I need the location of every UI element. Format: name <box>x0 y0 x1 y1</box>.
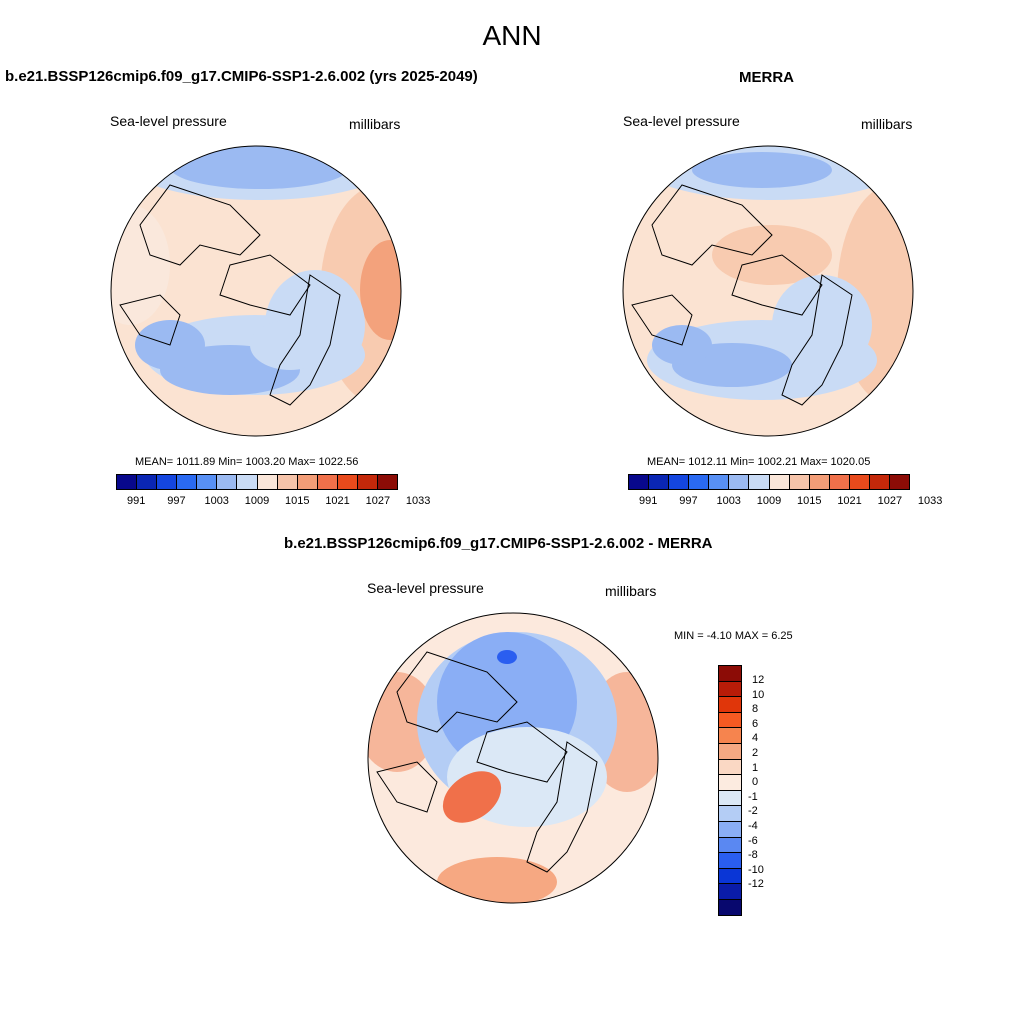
colorbar-tick-label: -6 <box>748 834 758 847</box>
colorbar-tick-label: 0 <box>752 776 759 789</box>
colorbar-swatch <box>809 475 830 489</box>
panel-3-polar-map <box>367 612 659 904</box>
colorbar-swatch <box>217 475 238 489</box>
panel-1-stats: MEAN= 1011.89 Min= 1003.20 Max= 1022.56 <box>135 456 359 468</box>
colorbar-tick-label: -10 <box>748 863 764 876</box>
colorbar-swatch <box>719 728 741 744</box>
colorbar-tick-label: 6 <box>752 717 759 730</box>
panel-1-colorbar <box>116 474 398 490</box>
colorbar-swatch <box>297 475 318 489</box>
colorbar-tick-label: -1 <box>748 790 758 803</box>
colorbar-tick-label: 2 <box>752 747 759 759</box>
colorbar-swatch <box>719 884 741 900</box>
colorbar-swatch <box>719 853 741 869</box>
colorbar-swatch <box>197 475 218 489</box>
colorbar-tick-label: 1 <box>752 761 759 774</box>
colorbar-tick-label: 1033 <box>917 495 943 507</box>
colorbar-tick-label: 1021 <box>325 495 350 507</box>
panel-2-variable-label: Sea-level pressure <box>623 113 740 129</box>
colorbar-tick-label: 1015 <box>285 495 310 507</box>
panel-3-stats: MIN = -4.10 MAX = 6.25 <box>674 630 793 642</box>
panel-2-stats: MEAN= 1012.11 Min= 1002.21 Max= 1020.05 <box>647 456 871 468</box>
colorbar-swatch <box>357 475 379 489</box>
colorbar-tick-label: 1009 <box>244 495 270 507</box>
colorbar-tick-label: 1003 <box>204 495 229 507</box>
panel-1-title: b.e21.BSSP126cmip6.f09_g17.CMIP6-SSP1-2.… <box>5 68 478 85</box>
panel-3-title: b.e21.BSSP126cmip6.f09_g17.CMIP6-SSP1-2.… <box>284 535 713 552</box>
panel-1-units-label: millibars <box>349 116 401 132</box>
colorbar-swatch <box>869 475 891 489</box>
panel-2-units-label: millibars <box>861 116 913 132</box>
panel-2-title: MERRA <box>739 69 794 86</box>
colorbar-tick-label: 10 <box>752 688 765 701</box>
colorbar-tick-label: 991 <box>126 495 146 507</box>
colorbar-tick-label: 997 <box>679 495 698 507</box>
colorbar-swatch <box>709 475 730 489</box>
colorbar-tick-label: 1021 <box>837 495 862 507</box>
colorbar-swatch <box>719 759 741 776</box>
colorbar-swatch <box>749 475 770 489</box>
colorbar-swatch <box>849 475 870 489</box>
colorbar-swatch <box>890 475 910 489</box>
colorbar-swatch <box>769 475 790 489</box>
colorbar-swatch <box>649 475 670 489</box>
colorbar-tick-label: 1027 <box>365 495 391 507</box>
colorbar-tick-label: 1003 <box>716 495 741 507</box>
panel-2-colorbar <box>628 474 910 490</box>
colorbar-tick-label: 1015 <box>797 495 822 507</box>
colorbar-swatch <box>719 899 741 915</box>
colorbar-swatch <box>719 666 741 682</box>
colorbar-swatch <box>719 775 741 791</box>
colorbar-swatch <box>317 475 338 489</box>
panel-2-polar-map <box>622 145 914 437</box>
colorbar-tick-label: 1009 <box>756 495 782 507</box>
colorbar-swatch <box>719 806 741 822</box>
colorbar-tick-label: 991 <box>638 495 658 507</box>
colorbar-swatch <box>257 475 278 489</box>
colorbar-swatch <box>237 475 258 489</box>
colorbar-swatch <box>157 475 178 489</box>
colorbar-tick-label: -4 <box>748 820 758 832</box>
page-title: ANN <box>482 20 542 51</box>
colorbar-tick-label: 12 <box>752 674 765 686</box>
colorbar-swatch <box>177 475 198 489</box>
colorbar-swatch <box>378 475 398 489</box>
panel-3-variable-label: Sea-level pressure <box>367 580 484 596</box>
colorbar-swatch <box>277 475 298 489</box>
colorbar-tick-label: 4 <box>752 732 759 745</box>
colorbar-swatch <box>719 790 741 807</box>
panel-3-colorbar <box>718 665 742 916</box>
colorbar-tick-label: -12 <box>748 878 764 891</box>
panel-3-colorbar-ticks: 12 10 8 6 4 2 1 0 -1 -2 -4 -6 -8 -10 -12 <box>748 674 788 914</box>
colorbar-swatch <box>719 868 741 885</box>
panel-1-polar-map <box>110 145 402 437</box>
colorbar-swatch <box>789 475 810 489</box>
colorbar-swatch <box>719 697 741 713</box>
colorbar-swatch <box>829 475 850 489</box>
colorbar-swatch <box>117 475 138 489</box>
panel-3-units-label: millibars <box>605 583 657 599</box>
colorbar-swatch <box>629 475 650 489</box>
colorbar-swatch <box>337 475 358 489</box>
panel-1-variable-label: Sea-level pressure <box>110 113 227 129</box>
colorbar-tick-label: -2 <box>748 805 758 818</box>
colorbar-tick-label: -8 <box>748 849 758 862</box>
colorbar-swatch <box>719 743 741 760</box>
colorbar-swatch <box>719 681 741 698</box>
colorbar-tick-label: 1033 <box>405 495 431 507</box>
colorbar-swatch <box>689 475 710 489</box>
colorbar-swatch <box>137 475 158 489</box>
colorbar-tick-label: 997 <box>167 495 186 507</box>
colorbar-swatch <box>719 837 741 854</box>
colorbar-swatch <box>729 475 750 489</box>
colorbar-swatch <box>669 475 690 489</box>
colorbar-swatch <box>719 712 741 729</box>
colorbar-swatch <box>719 821 741 838</box>
colorbar-tick-label: 8 <box>752 703 759 716</box>
colorbar-tick-label: 1027 <box>877 495 903 507</box>
